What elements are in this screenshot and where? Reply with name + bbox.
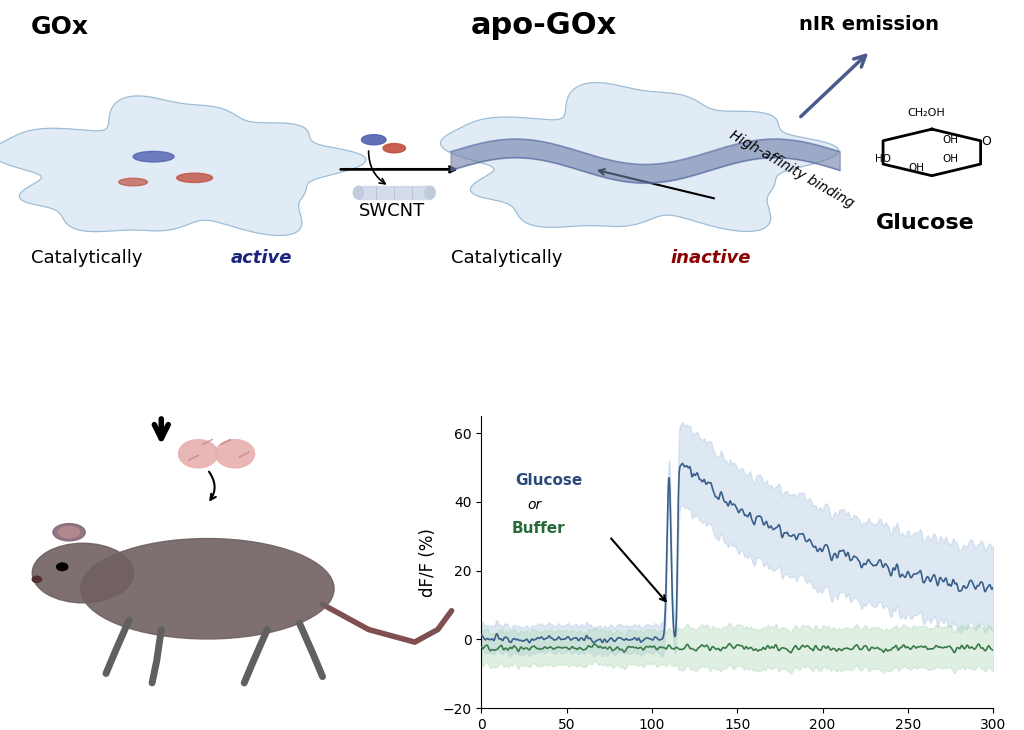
Circle shape [361, 134, 386, 145]
Ellipse shape [53, 523, 85, 541]
Text: apo-GOx: apo-GOx [471, 11, 617, 40]
Text: Catalytically: Catalytically [31, 248, 148, 266]
Text: SWCNT: SWCNT [358, 202, 425, 220]
Text: HO: HO [874, 154, 891, 164]
Polygon shape [0, 96, 366, 236]
Ellipse shape [133, 151, 174, 162]
Ellipse shape [353, 186, 364, 199]
Text: OH: OH [942, 154, 958, 164]
Ellipse shape [178, 439, 218, 468]
Circle shape [33, 576, 42, 583]
Text: or: or [527, 498, 542, 512]
Ellipse shape [176, 173, 213, 182]
Text: O: O [981, 135, 991, 147]
Y-axis label: dF/F (%): dF/F (%) [419, 528, 437, 596]
Polygon shape [440, 82, 839, 231]
Ellipse shape [215, 439, 255, 468]
Text: Glucose: Glucose [515, 473, 583, 488]
Ellipse shape [58, 527, 80, 538]
Circle shape [56, 563, 68, 571]
Polygon shape [883, 129, 981, 176]
Circle shape [383, 144, 406, 153]
Ellipse shape [425, 186, 435, 199]
Text: active: active [230, 248, 292, 266]
Ellipse shape [119, 178, 147, 186]
Text: CH₂OH: CH₂OH [908, 109, 945, 118]
Polygon shape [358, 186, 430, 199]
Text: inactive: inactive [671, 248, 752, 266]
Text: Catalytically: Catalytically [451, 248, 568, 266]
Text: GOx: GOx [31, 15, 89, 39]
Text: Buffer: Buffer [512, 521, 565, 536]
Ellipse shape [81, 539, 334, 639]
Text: High-affinity binding: High-affinity binding [727, 128, 856, 210]
Text: Glucose: Glucose [876, 212, 974, 233]
Ellipse shape [33, 543, 134, 603]
Text: OH: OH [908, 164, 925, 174]
Text: nIR emission: nIR emission [799, 15, 939, 34]
Text: OH: OH [942, 135, 958, 145]
